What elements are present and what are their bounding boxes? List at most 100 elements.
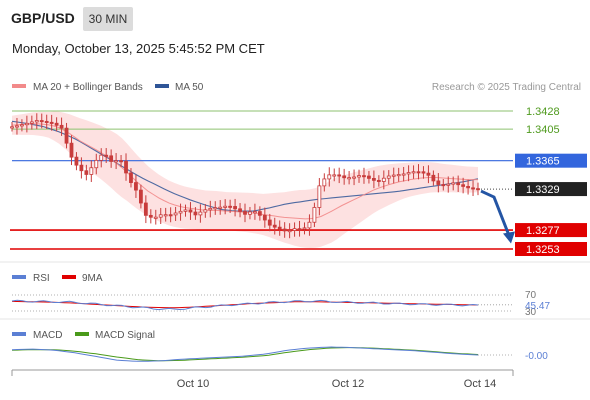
ma20-legend-label: MA 20 + Bollinger Bands: [33, 82, 143, 93]
candle-body: [29, 121, 34, 124]
candle-body: [138, 189, 143, 204]
forecast-arrow: [480, 189, 511, 237]
candle-body: [89, 167, 94, 175]
x-tick-label: Oct 12: [332, 378, 364, 390]
candle-body: [317, 185, 322, 208]
candle-body: [248, 211, 252, 215]
candle-body: [15, 125, 19, 128]
macd-value-label: -0.00: [525, 351, 548, 362]
candle-body: [69, 142, 74, 158]
chart-header: GBP/USD 30 MIN Monday, October 13, 2025 …: [0, 0, 590, 70]
candle-body: [213, 207, 218, 210]
credit-label: Research © 2025 Trading Central: [432, 82, 581, 93]
x-tick-label: Oct 14: [464, 378, 496, 390]
candle-body: [401, 173, 406, 176]
candle-body: [322, 178, 327, 187]
candle-body: [307, 221, 312, 229]
candle-body: [54, 122, 59, 126]
candle-body: [436, 180, 441, 185]
candle-body: [99, 154, 104, 161]
candle-body: [466, 186, 470, 189]
candle-body: [203, 209, 208, 213]
candle-body: [153, 216, 158, 219]
candle-body: [426, 172, 431, 176]
rsi-legend-swatch: [12, 275, 26, 279]
level-label-pivot: 1.3365: [526, 156, 560, 168]
candle-body: [178, 210, 183, 214]
candle-body: [297, 228, 302, 231]
candle-body: [347, 177, 352, 180]
macd-line: [11, 346, 479, 362]
candle-body: [411, 171, 416, 174]
candle-body: [396, 174, 401, 177]
candle-body: [367, 175, 371, 179]
candle-body: [24, 122, 29, 126]
candle-body: [143, 202, 148, 216]
candle-body: [277, 226, 282, 230]
candle-body: [312, 207, 317, 223]
candle-body: [476, 188, 480, 191]
candle-body: [386, 175, 391, 179]
candle-body: [253, 211, 257, 214]
candle-body: [451, 182, 456, 185]
candle-body: [44, 120, 49, 123]
macd-signal-legend-swatch: [75, 332, 89, 336]
candle-body: [362, 175, 366, 178]
candle-body: [183, 209, 188, 212]
candle-body: [416, 171, 421, 174]
macd-signal-legend-label: MACD Signal: [95, 330, 155, 341]
candle-body: [34, 120, 39, 123]
ma50-legend-label: MA 50: [175, 82, 204, 93]
candle-body: [262, 214, 267, 221]
forecast-arrowhead: [503, 231, 515, 244]
macd-legend-label: MACD: [33, 330, 62, 341]
rsi-tick-70: 70: [525, 290, 537, 301]
candle-body: [84, 170, 89, 175]
candle-body: [39, 120, 44, 123]
candle-body: [456, 182, 461, 186]
candle-body: [391, 174, 396, 177]
level-badge-support: [515, 242, 587, 256]
candle-body: [292, 228, 297, 231]
candle-body: [282, 228, 287, 232]
ma20-legend-swatch: [12, 84, 26, 88]
candle-body: [421, 171, 426, 174]
candle-body: [446, 183, 451, 186]
level-label-current: 1.3329: [526, 184, 560, 196]
level-label-support: 1.3277: [526, 225, 560, 237]
candle-body: [376, 179, 381, 182]
candle-body: [371, 177, 376, 181]
macd-legend-swatch: [12, 332, 26, 336]
candle-body: [10, 126, 14, 129]
candle-body: [431, 174, 436, 182]
candle-body: [406, 172, 411, 175]
datetime-label: Monday, October 13, 2025 5:45:52 PM CET: [12, 41, 265, 56]
candle-body: [173, 212, 178, 216]
level-badge-pivot: [515, 153, 587, 168]
candle-body: [119, 160, 123, 163]
candle-body: [20, 124, 24, 127]
candle-body: [79, 164, 84, 172]
candle-body: [49, 121, 54, 124]
candle-body: [302, 227, 307, 230]
candle-body: [168, 214, 173, 217]
candle-body: [337, 174, 342, 177]
candle-body: [208, 207, 213, 211]
symbol-title: GBP/USD: [11, 10, 75, 26]
timeframe-badge[interactable]: 30 MIN: [83, 7, 133, 31]
candle-body: [272, 224, 277, 228]
candle-body: [267, 219, 272, 226]
candle-body: [148, 214, 153, 218]
rsi-legend-label: RSI: [33, 273, 50, 284]
ma50-legend-swatch: [155, 84, 169, 88]
candle-body: [257, 211, 262, 216]
candle-body: [193, 211, 198, 216]
rsi-ma-legend-swatch: [62, 275, 76, 279]
level-label-resistance: 1.3428: [526, 106, 560, 118]
rsi-ma-legend-label: 9MA: [82, 273, 103, 284]
candle-body: [163, 214, 168, 217]
candle-body: [461, 184, 466, 187]
level-badge-current: [515, 182, 587, 197]
candle-body: [129, 172, 133, 183]
level-badge-support: [515, 223, 587, 238]
